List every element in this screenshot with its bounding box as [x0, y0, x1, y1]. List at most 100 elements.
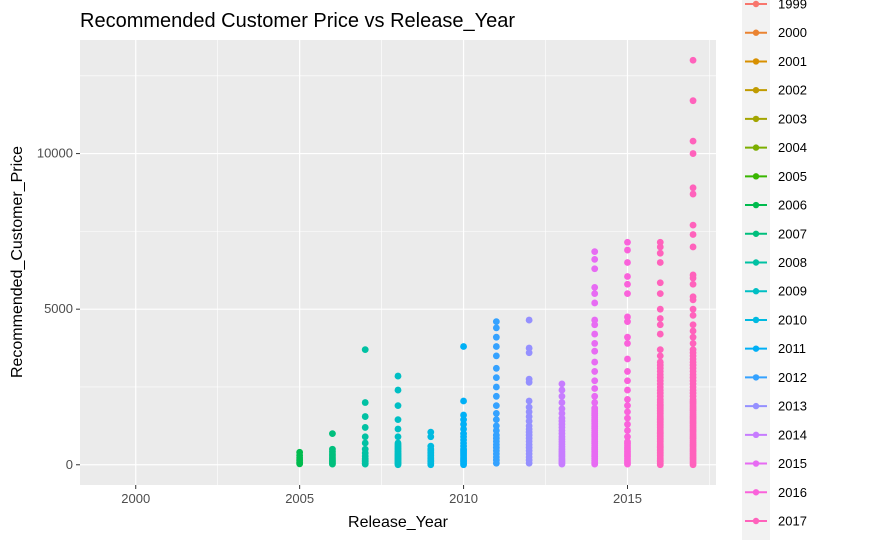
legend-item-2004: 2004: [745, 140, 807, 155]
data-point-2011: [492, 402, 500, 410]
legend-key-point: [752, 0, 760, 8]
data-point-2015: [624, 259, 631, 266]
data-point-2011: [492, 352, 500, 360]
data-point-2016: [656, 259, 664, 266]
legend-key-point: [752, 58, 760, 65]
data-point-2014: [591, 255, 599, 263]
data-point-2011: [492, 422, 500, 430]
data-point-2011: [492, 427, 500, 434]
data-point-2015: [624, 438, 631, 446]
data-point-2016: [656, 238, 664, 246]
legend-item-2012: 2012: [745, 370, 807, 385]
data-point-2012: [525, 408, 533, 416]
data-point-2014: [591, 340, 599, 347]
data-point-2017: [689, 243, 697, 251]
data-point-2008: [394, 439, 402, 447]
data-point-2008: [394, 425, 402, 433]
data-point-2015: [624, 318, 631, 326]
legend-item-2016: 2016: [745, 485, 807, 500]
legend-key-point: [752, 288, 760, 295]
data-point-2010: [460, 411, 467, 419]
data-point-2013: [558, 405, 566, 413]
data-point-2011: [492, 318, 500, 326]
data-point-2007: [361, 445, 369, 453]
data-point-2011: [492, 374, 500, 382]
data-point-2014: [591, 321, 599, 329]
data-point-2009: [427, 442, 435, 450]
data-point-2016: [656, 290, 664, 298]
data-point-2008: [394, 386, 402, 394]
x-tick-label: 2015: [613, 491, 642, 506]
data-point-2014: [591, 265, 599, 273]
data-point-2017: [689, 340, 697, 347]
chart-title: Recommended Customer Price vs Release_Ye…: [80, 10, 515, 32]
data-point-2017: [689, 293, 697, 301]
legend-item-2008: 2008: [745, 255, 807, 270]
data-point-2017: [689, 280, 697, 288]
data-point-2014: [591, 358, 599, 366]
data-point-2011: [492, 333, 500, 341]
legend-key-point: [752, 345, 760, 352]
data-point-2015: [624, 386, 631, 394]
data-point-2015: [624, 355, 631, 363]
data-point-2016: [656, 305, 664, 313]
data-point-2012: [525, 349, 533, 357]
legend-key-point: [752, 29, 760, 36]
legend-item-2003: 2003: [745, 111, 807, 126]
data-point-2012: [525, 413, 533, 420]
data-point-2016: [656, 358, 664, 366]
y-tick-label: 5000: [44, 301, 73, 316]
legend-label: 2010: [778, 312, 807, 327]
data-point-2014: [591, 368, 599, 375]
data-point-2014: [591, 316, 599, 324]
data-point-2014: [591, 248, 599, 256]
data-point-2014: [591, 283, 599, 291]
data-point-2017: [689, 312, 697, 319]
data-point-2010: [460, 420, 467, 428]
legend-item-2011: 2011: [745, 341, 806, 356]
data-point-2014: [591, 399, 599, 406]
legend-label: 2016: [778, 485, 807, 500]
legend-item-2000: 2000: [745, 25, 807, 40]
legend-key-point: [752, 173, 760, 180]
data-point-2015: [624, 313, 631, 321]
legend-label: 2009: [778, 284, 807, 299]
legend-item-2010: 2010: [745, 312, 807, 327]
data-point-2010: [460, 425, 467, 433]
data-point-2015: [624, 414, 631, 422]
data-point-2016: [656, 330, 664, 338]
legend-key-point: [752, 144, 760, 151]
data-point-2011: [492, 392, 500, 400]
legend-key-point: [752, 259, 760, 266]
legend-key-point: [752, 230, 760, 237]
x-axis-title: Release_Year: [348, 514, 449, 531]
legend-label: 2000: [778, 25, 807, 40]
data-point-2013: [558, 410, 566, 417]
data-point-2014: [591, 290, 599, 298]
data-point-2012: [525, 344, 533, 352]
data-point-2008: [394, 433, 402, 441]
legend-label: 2007: [778, 226, 807, 241]
data-point-2015: [624, 402, 631, 410]
legend-label: 2002: [778, 83, 807, 98]
legend-item-2014: 2014: [745, 427, 807, 442]
data-point-2014: [591, 385, 599, 392]
data-point-2015: [624, 420, 631, 428]
legend-key-point: [752, 402, 760, 410]
legend-label: 2013: [778, 399, 807, 414]
data-point-2017: [689, 271, 697, 279]
data-point-2017: [689, 346, 697, 354]
data-point-2011: [492, 364, 500, 372]
legend-key-point: [752, 374, 760, 381]
data-point-2011: [492, 416, 500, 424]
y-axis-ticks: 0 5000 10000: [37, 146, 80, 472]
plot-panel: [80, 40, 716, 485]
data-point-2015: [624, 340, 631, 347]
y-tick-label: 10000: [37, 146, 73, 161]
data-point-2015: [624, 427, 631, 434]
data-point-2010: [460, 397, 467, 405]
data-point-2013: [558, 392, 566, 400]
legend-item-2009: 2009: [745, 284, 807, 299]
legend-key-point: [752, 86, 760, 94]
